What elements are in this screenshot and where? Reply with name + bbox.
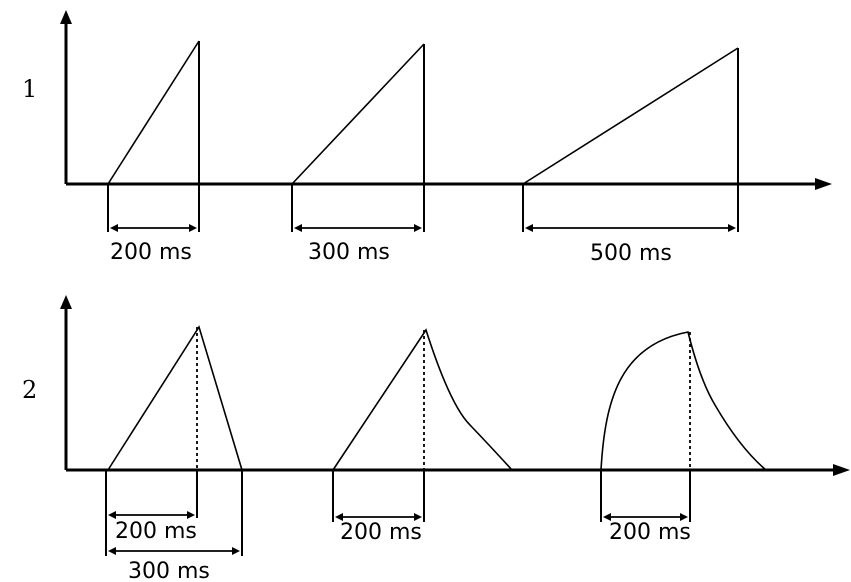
row-2-pulse-1: 200 ms 300 ms xyxy=(105,325,243,582)
ramp-rise xyxy=(291,43,425,185)
rise-time-label: 200 ms xyxy=(609,520,691,545)
row-2: 2 200 ms 300 ms xyxy=(22,295,850,582)
row-1-pulse-3: 500 ms xyxy=(522,47,739,266)
row-2-y-axis-arrow xyxy=(60,295,72,309)
duration-label: 200 ms xyxy=(110,240,192,265)
duration-label: 300 ms xyxy=(308,240,390,265)
row-1-label: 1 xyxy=(22,75,37,103)
ramp-rise xyxy=(107,40,200,185)
duration-label: 500 ms xyxy=(590,241,672,266)
row-2-pulse-2: 200 ms xyxy=(332,328,513,545)
rise-time-label: 200 ms xyxy=(340,520,422,545)
row-2-pulse-3: 200 ms xyxy=(600,331,767,545)
curved-waveform xyxy=(600,331,767,471)
row-1-pulse-1: 200 ms xyxy=(107,40,200,265)
row-1: 1 200 ms 300 ms xyxy=(22,10,832,266)
row-1-x-axis-arrow xyxy=(815,178,832,190)
row-2-x-axis-arrow xyxy=(833,464,850,476)
decay-waveform xyxy=(332,328,513,471)
row-2-label: 2 xyxy=(22,376,37,404)
triangle-waveform xyxy=(107,325,243,471)
row-1-pulse-2: 300 ms xyxy=(291,43,425,265)
rise-time-label: 200 ms xyxy=(115,519,197,544)
total-time-label: 300 ms xyxy=(128,559,210,582)
ramp-rise xyxy=(522,47,739,185)
row-1-y-axis-arrow xyxy=(60,10,72,24)
